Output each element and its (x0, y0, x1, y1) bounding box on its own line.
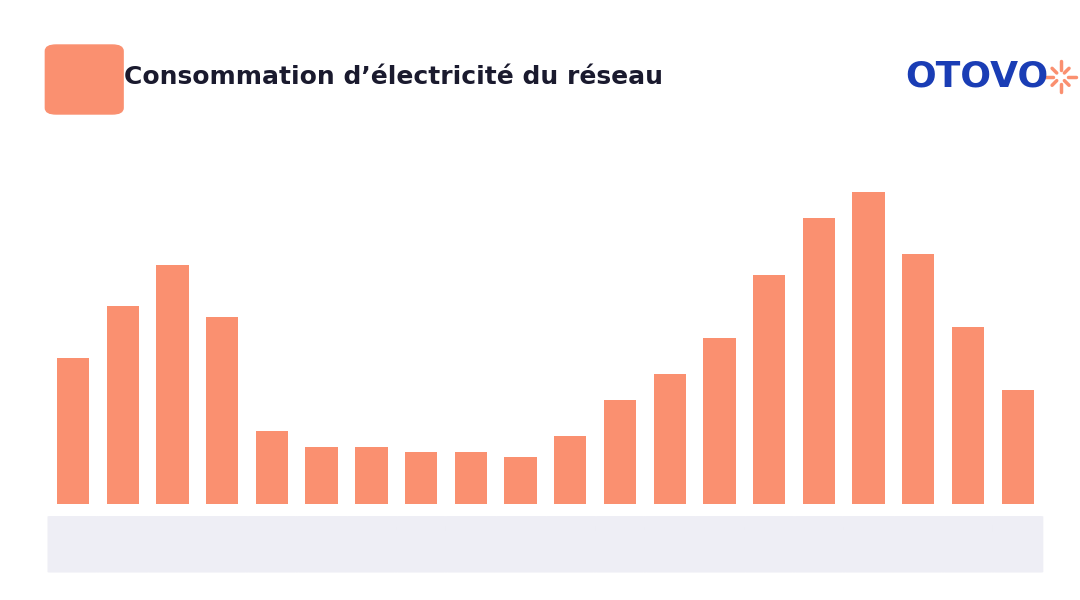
Text: Consommation d’électricité du réseau: Consommation d’électricité du réseau (124, 65, 663, 89)
FancyBboxPatch shape (694, 517, 744, 572)
Bar (1001, 389, 1034, 504)
Text: OTOVO: OTOVO (905, 60, 1049, 94)
Bar (802, 218, 835, 504)
Bar (107, 307, 139, 504)
Bar (554, 436, 586, 504)
Bar (306, 447, 338, 504)
Bar (57, 358, 90, 504)
Bar (256, 431, 288, 504)
FancyBboxPatch shape (49, 517, 98, 572)
FancyBboxPatch shape (496, 517, 545, 572)
Bar (504, 457, 537, 504)
Bar (902, 254, 934, 504)
FancyBboxPatch shape (893, 517, 943, 572)
FancyBboxPatch shape (943, 517, 993, 572)
FancyBboxPatch shape (347, 517, 396, 572)
Bar (951, 327, 984, 504)
Bar (355, 447, 388, 504)
Bar (653, 374, 686, 504)
FancyBboxPatch shape (247, 517, 297, 572)
Bar (405, 452, 437, 504)
Bar (753, 275, 785, 504)
FancyBboxPatch shape (396, 517, 446, 572)
FancyBboxPatch shape (595, 517, 645, 572)
Bar (455, 452, 487, 504)
FancyBboxPatch shape (744, 517, 794, 572)
Bar (852, 192, 885, 504)
FancyBboxPatch shape (794, 517, 843, 572)
Bar (703, 338, 735, 504)
Bar (157, 265, 189, 504)
FancyBboxPatch shape (297, 517, 347, 572)
Bar (206, 317, 239, 504)
FancyBboxPatch shape (148, 517, 198, 572)
FancyBboxPatch shape (545, 517, 595, 572)
Bar (604, 400, 636, 504)
FancyBboxPatch shape (843, 517, 893, 572)
FancyBboxPatch shape (198, 517, 247, 572)
FancyBboxPatch shape (446, 517, 496, 572)
FancyBboxPatch shape (993, 517, 1042, 572)
FancyBboxPatch shape (645, 517, 694, 572)
FancyBboxPatch shape (98, 517, 148, 572)
